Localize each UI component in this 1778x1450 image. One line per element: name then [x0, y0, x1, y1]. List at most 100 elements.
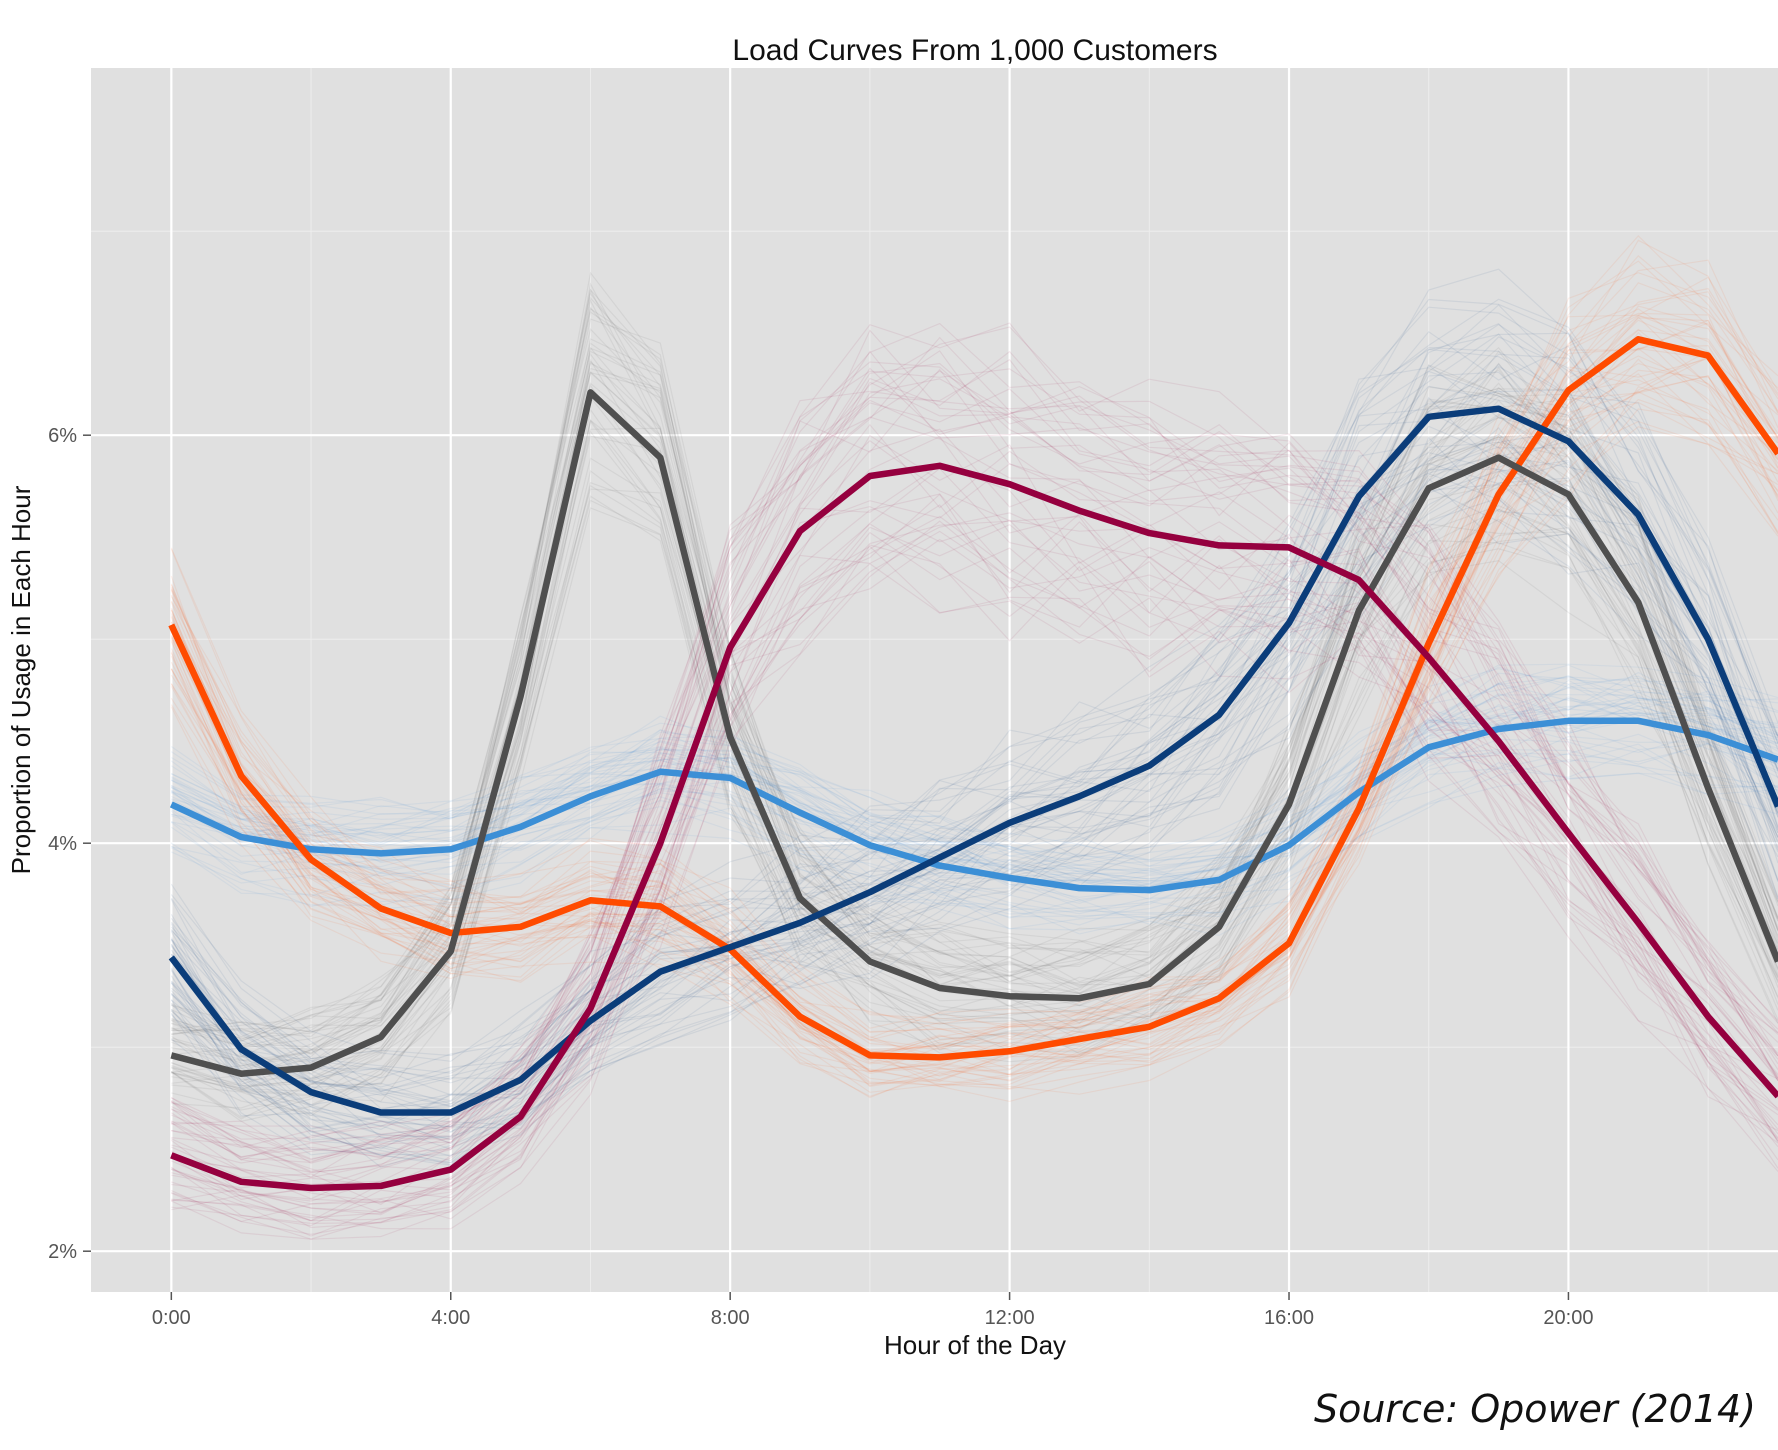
customer-curve: [171, 675, 1778, 885]
customer-curve: [171, 306, 1778, 1041]
customer-curve: [170, 401, 1778, 1082]
customer-curve: [170, 772, 1778, 935]
customer-curve: [170, 679, 1778, 875]
customer-curve: [170, 323, 1778, 1096]
customer-curve: [170, 316, 1778, 1053]
customer-curve: [171, 282, 1778, 1048]
customer-curve: [171, 318, 1778, 1042]
customer-curve: [171, 322, 1778, 1144]
average-load-curve: [170, 389, 1778, 1077]
customer-curve: [170, 276, 1778, 1041]
x-tick-label: 12:00: [985, 1307, 1035, 1329]
customer-curve: [171, 307, 1778, 1038]
customer-curve: [170, 524, 1778, 1214]
customer-curve: [171, 350, 1778, 1179]
customer-curve: [170, 373, 1778, 1097]
x-tick-label: 4:00: [431, 1307, 470, 1329]
customer-curve: [170, 497, 1778, 1168]
customer-curve: [171, 271, 1778, 1035]
customer-curve: [171, 382, 1778, 1092]
customer-curve: [171, 347, 1778, 1048]
customer-curve: [170, 364, 1778, 1111]
customer-curve: [170, 328, 1778, 1064]
customer-curve: [170, 336, 1778, 1154]
customer-curve: [171, 675, 1778, 867]
customer-curve: [171, 326, 1778, 1161]
customer-curve: [170, 319, 1778, 1059]
customer-curve: [171, 419, 1778, 1084]
plot-panel: [91, 68, 1778, 1292]
customer-curve: [170, 436, 1778, 1162]
customer-curve: [170, 358, 1778, 1073]
customer-curve: [171, 488, 1778, 1109]
customer-curve: [170, 391, 1778, 1087]
customer-curve: [171, 350, 1778, 1160]
customer-curve: [170, 733, 1778, 915]
customer-curve: [171, 545, 1778, 1236]
customer-curve: [171, 370, 1778, 1158]
customer-curve: [171, 292, 1778, 1055]
y-tick-label: 6%: [48, 425, 77, 447]
customer-curve: [171, 408, 1778, 1087]
customer-curve: [170, 483, 1778, 1157]
customer-curve: [170, 438, 1778, 1131]
customer-curve: [171, 399, 1778, 1189]
customer-curve: [171, 538, 1778, 1223]
customer-curve: [171, 288, 1778, 1055]
customer-curve: [171, 515, 1778, 1222]
customer-curve: [170, 379, 1778, 1086]
customer-curve: [171, 493, 1778, 1222]
customer-curve: [171, 346, 1778, 1042]
customer-curve: [170, 314, 1778, 1050]
customer-curve: [171, 311, 1778, 1033]
customer-curve: [171, 440, 1778, 1205]
customer-curve: [170, 389, 1778, 1127]
customer-curve: [171, 484, 1778, 1114]
customer-curve: [171, 288, 1778, 1032]
customer-curve: [170, 350, 1778, 1076]
customer-curve: [170, 347, 1778, 1088]
customer-curve: [170, 272, 1778, 1029]
customer-curve: [171, 493, 1778, 1204]
customer-curve: [171, 749, 1778, 931]
customer-curve: [170, 298, 1778, 1070]
customer-curve: [171, 457, 1778, 1117]
customer-curve: [171, 708, 1778, 888]
x-tick-label: 16:00: [1264, 1307, 1314, 1329]
customer-curve: [171, 523, 1778, 1222]
customer-curve: [171, 381, 1778, 1158]
customer-curve: [170, 459, 1778, 1143]
customer-curve: [170, 291, 1778, 1048]
customer-curve: [171, 544, 1778, 1230]
customer-curve: [170, 298, 1778, 1062]
customer-curve-bundle: [170, 663, 1778, 937]
customer-curve: [171, 423, 1778, 1186]
customer-curve: [170, 330, 1778, 1110]
average-load-curve: [170, 462, 1778, 1192]
customer-curve: [171, 481, 1778, 1096]
average-load-curve: [168, 405, 1778, 1116]
customer-curve: [171, 759, 1778, 937]
customer-curve: [171, 705, 1778, 889]
y-axis: 2% 4% 6%: [48, 425, 91, 1263]
chart-title: Load Curves From 1,000 Customers: [732, 34, 1217, 67]
customer-curve: [170, 332, 1778, 1079]
customer-curve: [171, 435, 1778, 1206]
customer-curve: [171, 327, 1778, 1038]
customer-curve: [171, 463, 1778, 1203]
x-tick-label: 8:00: [711, 1307, 750, 1329]
customer-curve: [171, 362, 1778, 1050]
customer-curve: [171, 705, 1778, 886]
customer-curve: [170, 329, 1778, 1164]
customer-curve: [171, 346, 1778, 1055]
customer-curve: [170, 738, 1778, 915]
x-tick-label: 0:00: [152, 1307, 191, 1329]
customer-curve: [170, 761, 1778, 918]
customer-curve: [171, 512, 1778, 1229]
customer-curve: [171, 530, 1778, 1225]
customer-curve: [170, 367, 1778, 1178]
customer-curve: [170, 322, 1778, 1061]
customer-curve: [171, 505, 1778, 1216]
customer-curve: [171, 748, 1778, 926]
customer-curve: [171, 674, 1778, 875]
